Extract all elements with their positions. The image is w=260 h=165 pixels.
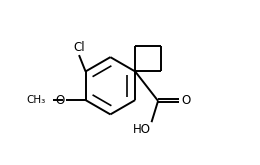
Text: Cl: Cl xyxy=(73,41,85,54)
Text: CH₃: CH₃ xyxy=(26,95,46,105)
Text: O: O xyxy=(181,94,191,107)
Text: O: O xyxy=(56,94,65,107)
Text: HO: HO xyxy=(133,123,151,136)
